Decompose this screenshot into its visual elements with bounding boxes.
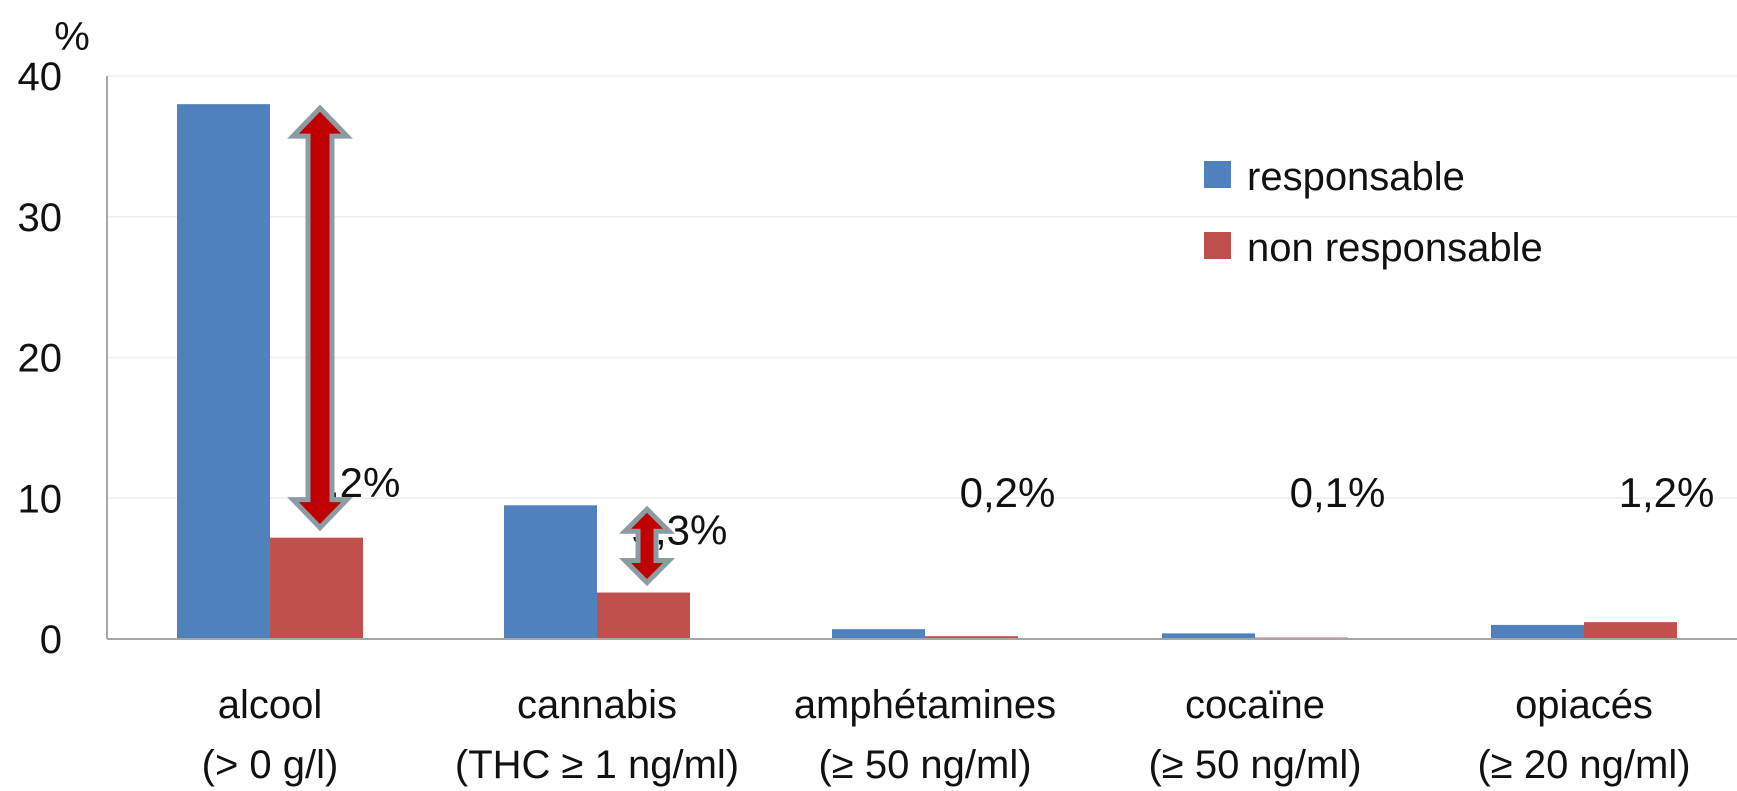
bar-non-responsable-4 [1584,622,1677,639]
category-threshold-label: (≥ 50 ng/ml) [818,743,1031,787]
difference-arrow [287,104,353,532]
legend-label: non responsable [1247,226,1543,270]
data-label: 1,2% [1619,469,1715,516]
category-threshold-label: (≥ 50 ng/ml) [1148,743,1361,787]
bar-non-responsable-1 [597,592,690,639]
data-label: 0,2% [960,469,1056,516]
legend-swatch [1204,161,1231,188]
bar-non-responsable-0 [270,537,363,639]
difference-arrows [287,104,676,587]
category-threshold-label: (> 0 g/l) [202,743,339,787]
y-tick-label: 0 [40,618,62,662]
y-tick-label: 30 [18,196,63,240]
labels: 0 10 20 30 40% alcool (> 0 g/l) cannabis (THC ≥ … [18,15,1715,787]
category-label: cocaïne [1185,683,1325,727]
category-label: amphétamines [794,683,1056,727]
data-label: 0,1% [1290,469,1386,516]
gridlines [107,75,1737,499]
category-label: cannabis [517,683,677,727]
legend-swatch [1204,232,1231,259]
bar-responsable-0 [177,104,270,639]
bar-responsable-4 [1491,624,1584,639]
category-label: alcool [218,683,323,727]
category-threshold-label: (≥ 20 ng/ml) [1477,743,1690,787]
y-tick-label: 20 [18,337,63,381]
bar-responsable-1 [504,505,597,639]
y-tick-label: 10 [18,477,63,521]
bar-non-responsable-2 [925,636,1018,639]
bars [177,104,1677,639]
y-tick-label: 40 [18,55,63,99]
category-label: opiacés [1515,683,1653,727]
axes [106,76,1737,640]
category-threshold-label: (THC ≥ 1 ng/ml) [455,743,739,787]
legend: responsable non responsable [1204,155,1543,270]
bar-responsable-2 [832,629,925,639]
bar-responsable-3 [1162,633,1255,639]
legend-label: responsable [1247,155,1465,199]
difference-arrow [618,505,676,587]
y-unit-label: % [54,15,90,59]
